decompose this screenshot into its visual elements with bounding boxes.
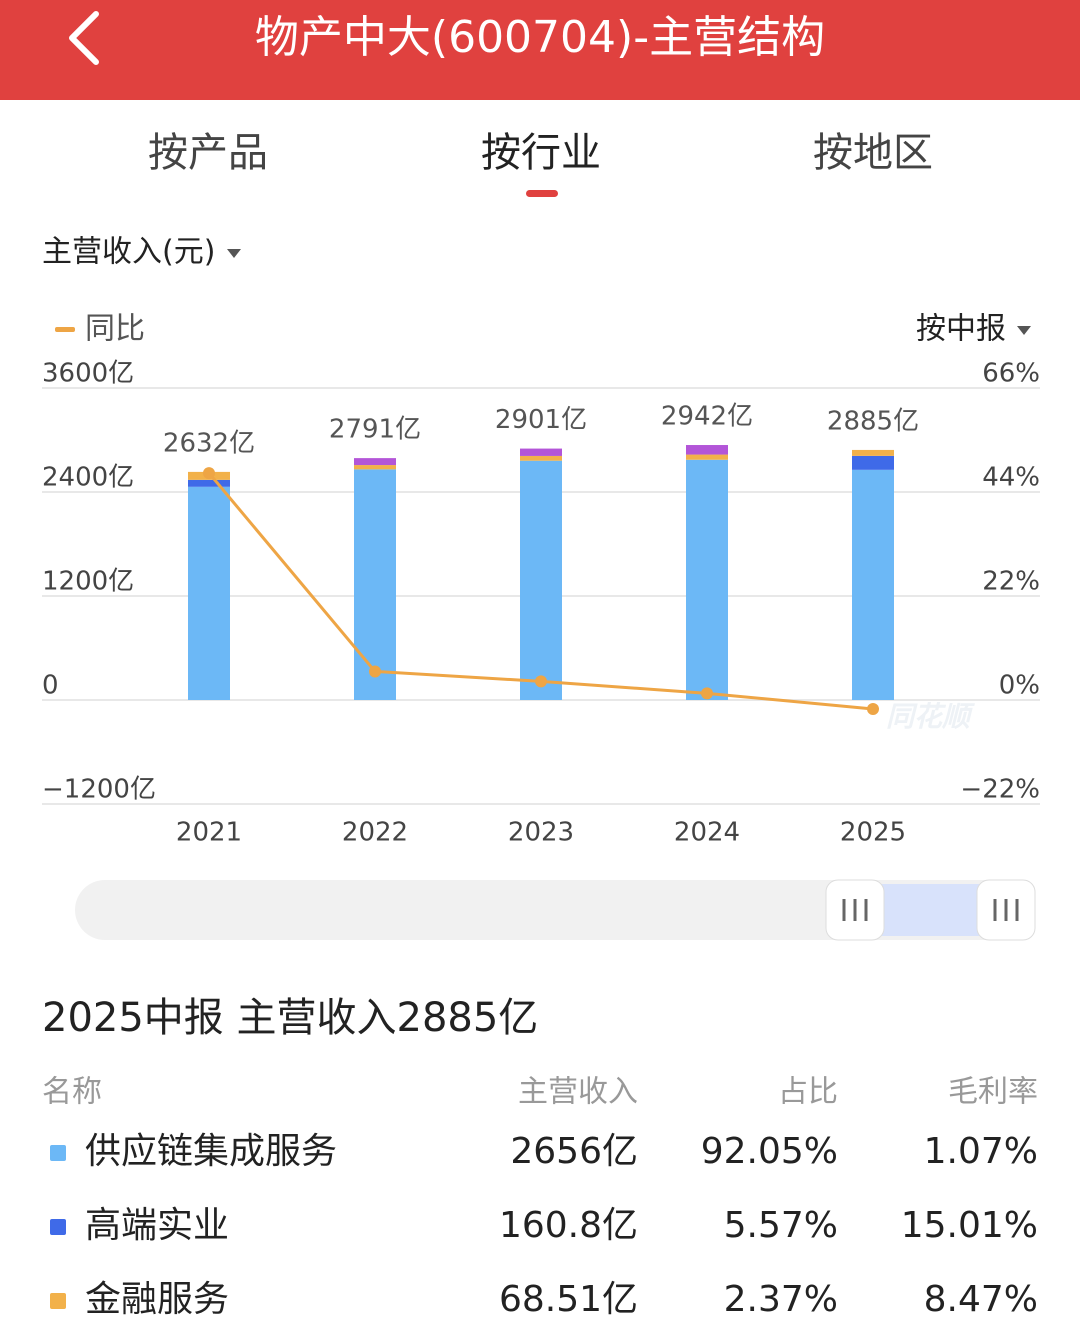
column-header: 占比 xyxy=(778,1075,838,1110)
column-header: 毛利率 xyxy=(948,1075,1038,1110)
header-bar xyxy=(0,0,1080,100)
bar-segment xyxy=(852,449,894,456)
table-cell: 92.05% xyxy=(701,1131,838,1172)
handle-grip xyxy=(842,899,868,921)
bar-segment xyxy=(354,458,396,466)
table-cell: 1.07% xyxy=(924,1131,1038,1172)
table-cell: 2.37% xyxy=(724,1279,838,1320)
y2-tick-label: 0% xyxy=(999,671,1040,701)
y-tick-label: 1200亿 xyxy=(42,567,134,597)
yoy-point xyxy=(701,687,713,700)
table-cell: 68.51亿 xyxy=(499,1279,638,1320)
legend-swatch xyxy=(55,327,75,332)
tab-active[interactable]: 按行业 xyxy=(481,130,601,176)
bar-segment xyxy=(188,479,230,487)
dropdown-arrow xyxy=(1017,326,1031,335)
total-label: 2901亿 xyxy=(495,405,587,435)
y-tick-label: 0 xyxy=(42,671,59,701)
table-cell: 5.57% xyxy=(724,1205,838,1246)
y2-tick-label: 66% xyxy=(982,359,1040,389)
handle-grip xyxy=(993,899,1019,921)
row-swatch xyxy=(50,1219,66,1235)
bar-segment xyxy=(520,448,562,456)
bar-segment xyxy=(354,465,396,470)
column-header: 名称 xyxy=(42,1075,102,1110)
period-selector[interactable]: 按中报 xyxy=(916,312,1006,347)
bar-segment xyxy=(354,469,396,700)
x-tick-label: 2025 xyxy=(840,818,906,848)
y-tick-label: −1200亿 xyxy=(42,775,156,805)
y2-tick-label: −22% xyxy=(960,775,1040,805)
bar-segment xyxy=(188,486,230,700)
metric-selector[interactable]: 主营收入(元) xyxy=(42,235,215,270)
total-label: 2791亿 xyxy=(329,415,421,445)
bar-segment xyxy=(520,460,562,700)
y2-tick-label: 22% xyxy=(982,567,1040,597)
y-tick-label: 3600亿 xyxy=(42,359,134,389)
page-title: 物产中大(600704)-主营结构 xyxy=(255,12,825,63)
total-label: 2885亿 xyxy=(827,406,919,436)
table-cell: 高端实业 xyxy=(85,1205,229,1246)
back-button[interactable] xyxy=(69,11,99,65)
bar-segment xyxy=(686,459,728,700)
x-tick-label: 2022 xyxy=(342,818,408,848)
x-tick-label: 2023 xyxy=(508,818,574,848)
yoy-point xyxy=(203,467,215,480)
table-cell: 160.8亿 xyxy=(499,1205,638,1246)
yoy-point xyxy=(369,665,381,678)
yoy-point xyxy=(867,702,879,715)
column-header: 主营收入 xyxy=(518,1075,638,1110)
table-cell: 2656亿 xyxy=(510,1131,638,1172)
table-cell: 8.47% xyxy=(924,1279,1038,1320)
yoy-point xyxy=(535,675,547,688)
x-tick-label: 2024 xyxy=(674,818,740,848)
tab[interactable]: 按产品 xyxy=(148,130,268,176)
tab[interactable]: 按地区 xyxy=(813,130,933,176)
total-label: 2632亿 xyxy=(163,428,255,458)
bar-segment xyxy=(686,454,728,460)
y2-tick-label: 44% xyxy=(982,463,1040,493)
bar-segment xyxy=(520,455,562,461)
total-label: 2942亿 xyxy=(661,402,753,432)
bar-segment xyxy=(852,469,894,700)
bar-segment xyxy=(852,455,894,470)
y-tick-label: 2400亿 xyxy=(42,463,134,493)
table-cell: 金融服务 xyxy=(85,1279,229,1320)
x-tick-label: 2021 xyxy=(176,818,242,848)
tab-indicator xyxy=(526,190,558,197)
watermark: 同花顺 xyxy=(886,700,975,733)
range-slider[interactable] xyxy=(75,880,1035,940)
dropdown-arrow xyxy=(227,249,241,258)
row-swatch xyxy=(50,1293,66,1309)
summary: 2025中报 主营收入2885亿 xyxy=(42,995,538,1041)
table-cell: 15.01% xyxy=(901,1205,1038,1246)
table-cell: 供应链集成服务 xyxy=(85,1131,337,1172)
row-swatch xyxy=(50,1145,66,1161)
legend-label: 同比 xyxy=(85,312,145,347)
bar-segment xyxy=(686,445,728,455)
